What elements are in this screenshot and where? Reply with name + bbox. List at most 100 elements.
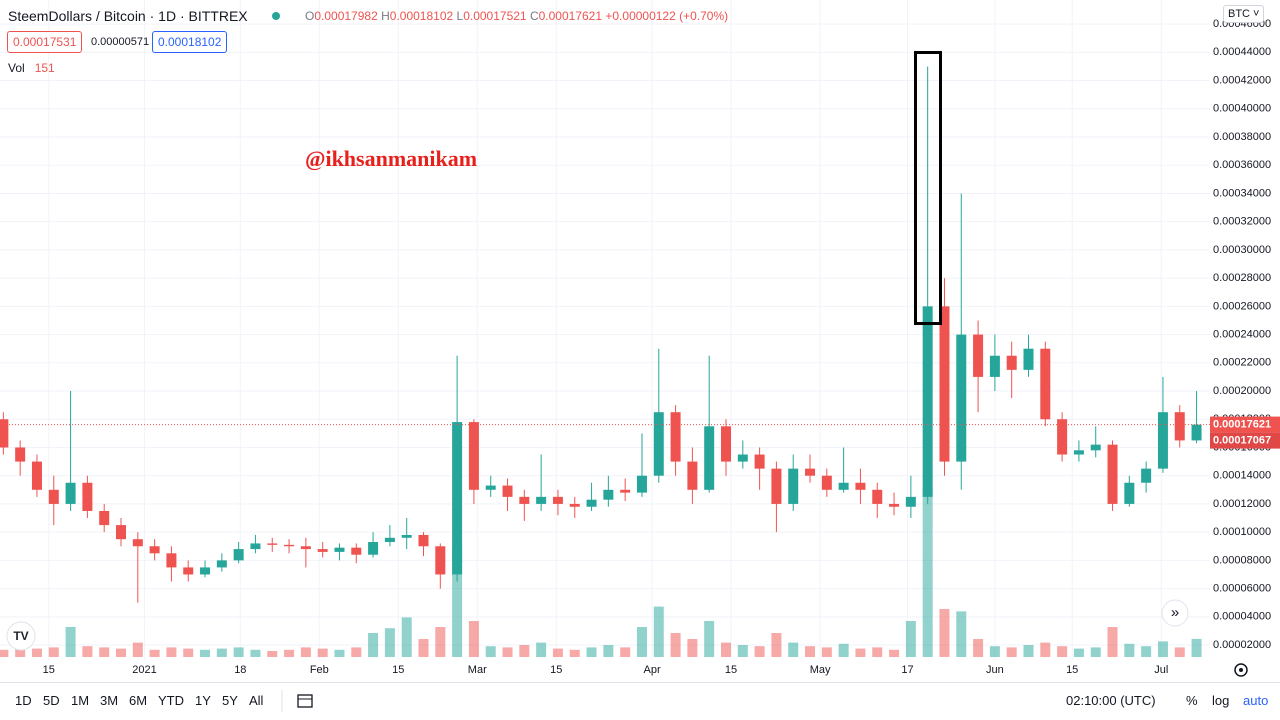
- candle-body: [65, 482, 76, 504]
- volume-bar: [1023, 645, 1034, 657]
- range-button[interactable]: YTD: [158, 693, 184, 708]
- clock[interactable]: 02:10:00 (UTC): [1066, 693, 1156, 708]
- candle-body: [788, 468, 799, 504]
- volume-bar: [1107, 627, 1118, 657]
- y-tick-label: 0.00020000: [1213, 385, 1271, 397]
- candle-body: [284, 544, 295, 547]
- x-tick-label: Feb: [310, 664, 329, 676]
- ohlc-label: C: [529, 9, 539, 23]
- volume-bar: [200, 649, 211, 657]
- candle-body: [15, 447, 26, 462]
- range-button[interactable]: 1D: [15, 693, 32, 708]
- candle-body: [452, 422, 463, 575]
- currency: BTC: [1228, 8, 1250, 20]
- volume-bar: [771, 633, 782, 657]
- candle-body: [586, 499, 597, 507]
- volume-bar: [603, 645, 614, 657]
- x-tick-label: Jul: [1154, 664, 1168, 676]
- volume-value: 151: [34, 61, 55, 75]
- volume-bar: [149, 649, 160, 657]
- candle-body: [1157, 412, 1168, 469]
- log-toggle[interactable]: log: [1212, 693, 1230, 708]
- ohlc-value: 0.00017982: [314, 9, 378, 23]
- candle-body: [233, 549, 244, 561]
- volume-bar: [82, 646, 93, 657]
- volume-bar: [485, 646, 496, 657]
- scroll-button[interactable]: »: [1161, 599, 1189, 627]
- range-button[interactable]: 5D: [43, 693, 60, 708]
- range-button[interactable]: 1Y: [195, 693, 211, 708]
- second-price-box: [1210, 432, 1280, 449]
- volume-bar: [821, 647, 832, 657]
- candle-body: [0, 419, 9, 448]
- candle-body: [300, 546, 311, 550]
- candle-body: [552, 496, 563, 504]
- x-tick-label: 15: [1066, 664, 1078, 676]
- candle-body: [1057, 419, 1068, 455]
- candle-body: [889, 503, 900, 507]
- ohlc-value: 0.00017521: [463, 9, 527, 23]
- candle-body: [368, 542, 379, 555]
- candle-body: [317, 549, 328, 552]
- volume-bar: [721, 642, 731, 657]
- ask-box[interactable]: 0.00018102: [152, 31, 228, 53]
- volume-bar: [1124, 643, 1135, 657]
- volume-bar: [99, 647, 110, 657]
- range-button[interactable]: 6M: [129, 693, 148, 708]
- volume-bar: [1157, 641, 1168, 657]
- percent-toggle[interactable]: %: [1186, 693, 1198, 708]
- volume-bar: [284, 649, 295, 657]
- candle-body: [1006, 355, 1017, 370]
- candle-body: [670, 412, 681, 462]
- volume-bar: [838, 643, 849, 657]
- volume-bar: [704, 621, 715, 657]
- currency-button[interactable]: BTC ˅: [1223, 5, 1265, 23]
- y-tick-label: 0.00006000: [1213, 582, 1271, 594]
- ohlc-value: 0.00018102: [389, 9, 454, 23]
- range-button[interactable]: 3M: [100, 693, 119, 708]
- volume-bar: [687, 639, 698, 657]
- volume-bar: [905, 621, 916, 657]
- range-button[interactable]: 1M: [71, 693, 90, 708]
- candle-body: [821, 475, 832, 490]
- auto-toggle[interactable]: auto: [1243, 693, 1269, 708]
- x-tick-label: 15: [43, 664, 55, 676]
- volume-label: Vol: [8, 61, 25, 75]
- range-button[interactable]: All: [249, 693, 264, 708]
- volume-bar: [435, 627, 446, 657]
- settings-icon[interactable]: [1234, 663, 1248, 677]
- candle-body: [569, 503, 580, 507]
- volume-bar: [166, 647, 177, 657]
- x-tick-label: May: [810, 664, 831, 676]
- range-button[interactable]: 5Y: [222, 693, 238, 708]
- candle-body: [905, 496, 916, 507]
- svg-text:»: »: [1171, 604, 1179, 621]
- volume-bar: [300, 647, 311, 657]
- volume-bar: [351, 647, 362, 657]
- volume-bar: [620, 647, 631, 657]
- grid: [0, 0, 1210, 660]
- bid-box[interactable]: 0.00017531: [7, 31, 83, 53]
- volume-bar: [48, 647, 59, 657]
- candle-body: [485, 485, 496, 490]
- y-tick-label: 0.00024000: [1213, 328, 1271, 340]
- volume-bar: [989, 646, 1000, 657]
- volume-bar: [586, 647, 597, 657]
- candle-body: [1040, 348, 1051, 420]
- x-tick-label: 2021: [132, 664, 156, 676]
- candle-body: [149, 546, 160, 554]
- volume-bar: [872, 647, 883, 657]
- ohlc-value: 0.00017621: [538, 9, 603, 23]
- calendar-icon[interactable]: [297, 694, 313, 708]
- candle-body: [82, 482, 93, 511]
- volume-bar: [502, 647, 513, 657]
- candle-body: [1191, 424, 1202, 441]
- volume-bar: [1141, 646, 1152, 657]
- volume-bar: [15, 646, 26, 657]
- volume-bar: [670, 633, 681, 657]
- candle-body: [956, 334, 967, 462]
- y-tick-label: 0.00036000: [1213, 159, 1271, 171]
- ohlc-label: L: [456, 9, 464, 23]
